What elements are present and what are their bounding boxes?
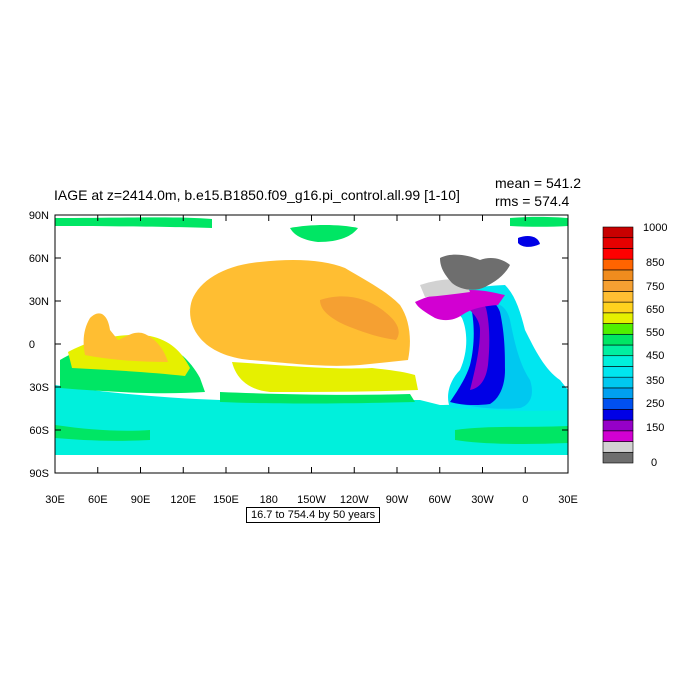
- y-axis-ticks: [55, 214, 568, 474]
- arctic-blue-patch: [518, 236, 540, 247]
- colorbar-label: 0: [651, 457, 657, 469]
- colorbar-swatch: [602, 409, 634, 421]
- y-tick-label: 60S: [29, 425, 49, 437]
- south-atlantic-green-patch: [455, 426, 568, 444]
- colorbar-boxes: [602, 226, 634, 464]
- colorbar-swatch: [602, 430, 634, 442]
- colorbar-swatch: [602, 344, 634, 357]
- colorbar-swatch: [602, 280, 634, 292]
- rms-label: rms = 574.4: [495, 193, 570, 209]
- southern-ocean-green-band: [55, 425, 150, 441]
- atlantic-blue-band: [450, 298, 505, 406]
- colorbar-label: 250: [646, 398, 664, 410]
- y-tick-label: 60N: [29, 253, 49, 265]
- colorbar-swatch: [602, 333, 634, 346]
- colorbar-swatch: [602, 323, 634, 335]
- arctic-green-strip: [55, 217, 212, 228]
- x-tick-label: 150W: [297, 494, 326, 506]
- x-tick-label: 0: [522, 494, 528, 506]
- colorbar-swatch: [602, 441, 634, 453]
- pacific-green-band: [220, 392, 415, 404]
- colorbar-label: 1000: [643, 222, 667, 234]
- colorbar-label: 850: [646, 257, 664, 269]
- mean-label: mean = 541.2: [495, 175, 582, 191]
- colorbar-swatch: [602, 387, 634, 399]
- southern-ocean-region: [55, 385, 568, 455]
- y-axis: 90N 60N 30N 0 30S 60S 90S: [29, 210, 568, 480]
- colorbar-swatch: [602, 451, 634, 464]
- x-tick-label: 30W: [471, 494, 494, 506]
- x-tick-label: 60E: [88, 494, 108, 506]
- indian-ocean-orange: [83, 313, 168, 362]
- colorbar-swatch: [602, 226, 634, 239]
- colorbar-swatch: [602, 269, 634, 281]
- pacific-dark-orange-core: [320, 296, 399, 340]
- x-tick-label: 120W: [340, 494, 369, 506]
- x-axis: 30E 60E 90E 120E 150E 180 150W 120W 90W …: [45, 215, 578, 506]
- colorbar-swatch: [602, 398, 634, 410]
- x-tick-label: 120E: [170, 494, 196, 506]
- x-axis-ticks: [54, 215, 569, 473]
- y-tick-label: 30N: [29, 296, 49, 308]
- contour-info-box: 16.7 to 754.4 by 50 years: [246, 507, 381, 523]
- arctic-green-east: [510, 216, 568, 227]
- pacific-yellow-band: [232, 362, 418, 392]
- y-tick-label: 0: [29, 339, 35, 351]
- colorbar-swatch: [602, 376, 634, 389]
- arctic-green-patch: [290, 225, 358, 242]
- colorbar-label: 450: [646, 350, 664, 362]
- colorbar-label: 550: [646, 327, 664, 339]
- x-tick-label: 150E: [213, 494, 239, 506]
- colorbar-swatch: [602, 355, 634, 367]
- colorbar-swatch: [602, 258, 634, 271]
- x-tick-label: 30E: [45, 494, 65, 506]
- x-tick-label: 90W: [386, 494, 409, 506]
- colorbar-swatch: [602, 419, 634, 432]
- pacific-ocean-region: [190, 260, 410, 366]
- colorbar-label: 650: [646, 304, 664, 316]
- nordic-seas-gray: [440, 254, 510, 290]
- atlantic-magenta-band: [415, 290, 505, 321]
- colorbar: 1000 850 750 650 550 450 350 250 150 0: [602, 222, 667, 469]
- atlantic-purple-band: [455, 296, 490, 390]
- y-tick-label: 90N: [29, 210, 49, 222]
- colorbar-swatch: [602, 301, 634, 314]
- colorbar-label: 150: [646, 422, 664, 434]
- colorbar-label: 350: [646, 375, 664, 387]
- colorbar-swatch: [602, 248, 634, 260]
- y-tick-label: 30S: [29, 382, 49, 394]
- map-plot-area: [55, 215, 568, 473]
- plot-title: IAGE at z=2414.0m, b.e15.B1850.f09_g16.p…: [54, 187, 460, 203]
- x-tick-label: 30E: [558, 494, 578, 506]
- x-tick-label: 180: [260, 494, 278, 506]
- colorbar-label: 750: [646, 281, 664, 293]
- x-tick-label: 60W: [428, 494, 451, 506]
- colorbar-swatch: [602, 312, 634, 324]
- colorbar-swatch: [602, 237, 634, 249]
- x-tick-label: 90E: [131, 494, 151, 506]
- y-tick-label: 90S: [29, 468, 49, 480]
- colorbar-swatch: [602, 291, 634, 303]
- colorbar-swatch: [602, 366, 634, 378]
